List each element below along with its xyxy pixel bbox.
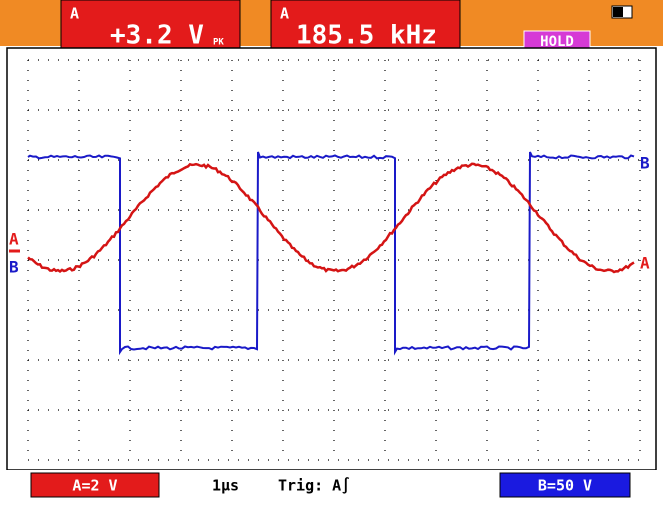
battery-level xyxy=(613,7,623,17)
trace-label-a: A xyxy=(640,254,650,273)
trace-label-b: B xyxy=(640,154,650,173)
readout-box xyxy=(60,0,241,53)
readout-mode: PK xyxy=(213,38,224,48)
timebase: 1µs xyxy=(212,477,239,495)
readout-value: 185.5 kHz xyxy=(296,21,437,51)
trigger: Trig: A∫ xyxy=(278,477,350,495)
channel-a-scale: A=2 V xyxy=(72,477,117,495)
readout-channel: A xyxy=(70,5,79,23)
status: HOLD xyxy=(540,34,574,50)
trace-label-b: B xyxy=(9,258,19,277)
trace-label-a: A xyxy=(9,230,19,249)
waveform-b xyxy=(27,151,635,356)
grid xyxy=(27,59,641,461)
channel-b-scale: B=50 V xyxy=(538,477,592,495)
waveform-a xyxy=(27,162,635,274)
readout-channel: A xyxy=(280,5,289,23)
channel-b-box xyxy=(499,472,631,498)
readout-value: +3.2 V xyxy=(110,21,204,51)
channel-a-box xyxy=(30,472,160,498)
plot-area xyxy=(6,47,657,471)
